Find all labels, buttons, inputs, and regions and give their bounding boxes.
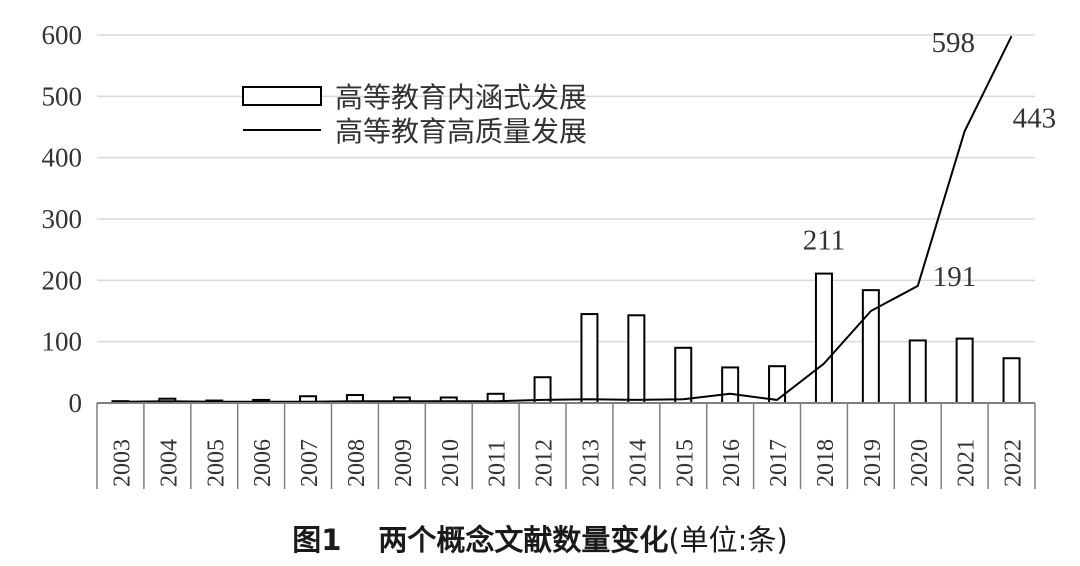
data-label-191: 191 (933, 261, 977, 293)
x-tick-label-2007: 2007 (297, 439, 323, 487)
data-label-211: 211 (803, 225, 845, 257)
caption-title: 两个概念文献数量变化 (378, 523, 669, 557)
bar-2022 (1002, 357, 1021, 404)
bar-2013 (580, 313, 599, 405)
x-tick-label-2022: 2022 (1001, 439, 1027, 487)
chart-svg: 0 100 200 300 400 500 600 2003 2004 2005 2006 2007… (42, 20, 1056, 489)
legend-label-bar: 高等教育内涵式发展 (335, 81, 587, 114)
x-tick-label-2013: 2013 (578, 439, 604, 487)
y-tick-label: 0 (69, 388, 83, 418)
x-tick-label-2004: 2004 (156, 439, 182, 487)
x-tick-label-2011: 2011 (485, 440, 511, 487)
y-tick-label: 300 (42, 204, 83, 234)
x-tick-label-2017: 2017 (766, 439, 792, 487)
y-tick-label: 100 (42, 327, 83, 357)
x-tick-label-2021: 2021 (954, 439, 980, 487)
bar-series (111, 272, 1021, 405)
y-tick-label: 200 (42, 265, 83, 295)
bar-2016 (721, 366, 740, 404)
bar-2021 (955, 337, 974, 405)
x-tick-label-2016: 2016 (719, 439, 745, 487)
figure-caption: 图1 两个概念文献数量变化(单位:条) (0, 517, 1080, 559)
line-series-path (120, 35, 1013, 403)
x-axis (96, 402, 1036, 489)
x-tick-label-2020: 2020 (907, 439, 933, 487)
x-axis-ticks: 2003 2004 2005 2006 2007 2008 2009 2010 2011 2012… (109, 439, 1026, 487)
x-tick-label-2003: 2003 (109, 439, 135, 487)
x-tick-label-2015: 2015 (672, 439, 698, 487)
data-labels: 211 191 443 598 (803, 27, 1056, 293)
caption-figure-number: 图1 (292, 523, 342, 557)
x-tick-label-2019: 2019 (860, 439, 886, 487)
x-tick-label-2005: 2005 (203, 439, 229, 487)
x-tick-label-2012: 2012 (532, 439, 558, 487)
data-label-598: 598 (932, 27, 976, 59)
y-tick-label: 500 (42, 81, 83, 111)
x-tick-label-2014: 2014 (625, 439, 651, 487)
data-label-443: 443 (1013, 102, 1057, 134)
bar-2020 (908, 339, 927, 405)
legend-label-line: 高等教育高质量发展 (335, 115, 587, 148)
y-tick-label: 600 (42, 20, 83, 50)
legend-bar-swatch (242, 86, 322, 106)
line-series (120, 35, 1013, 403)
x-tick-label-2006: 2006 (250, 439, 276, 487)
caption-unit: (单位:条) (668, 523, 788, 557)
y-tick-label: 400 (42, 143, 83, 173)
y-axis-ticks: 0 100 200 300 400 500 600 (42, 20, 83, 418)
x-tick-label-2009: 2009 (391, 439, 417, 487)
bar-2018 (814, 272, 833, 404)
x-tick-label-2010: 2010 (438, 439, 464, 487)
x-tick-label-2008: 2008 (344, 439, 370, 487)
bar-2015 (674, 346, 693, 404)
bar-2014 (627, 314, 646, 404)
bar-2017 (768, 365, 787, 405)
x-tick-label-2018: 2018 (813, 439, 839, 487)
